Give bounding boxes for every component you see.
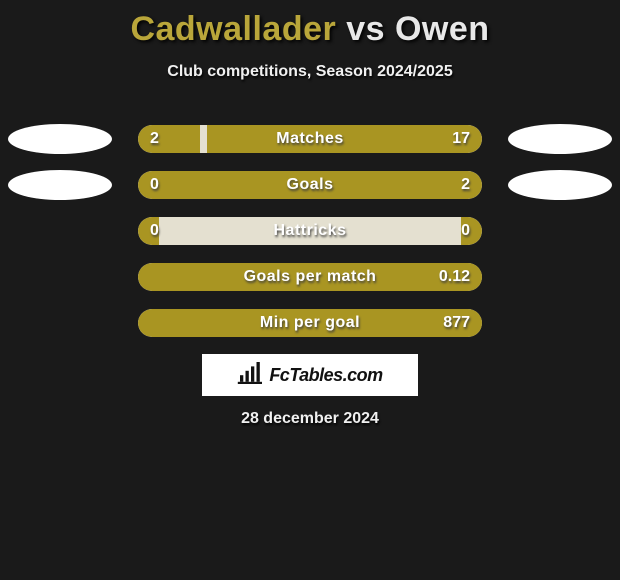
stat-label: Hattricks xyxy=(138,217,482,245)
player1-badge xyxy=(8,124,112,154)
stat-value-right: 17 xyxy=(452,125,470,153)
watermark-text: FcTables.com xyxy=(269,365,382,386)
stat-bar: Goals per match0.12 xyxy=(138,263,482,291)
stat-label: Goals xyxy=(138,171,482,199)
stat-row: Goals per match0.12 xyxy=(0,262,620,292)
stat-row: Matches2 17 xyxy=(0,124,620,154)
player1-name: Cadwallader xyxy=(130,10,336,48)
stat-value-right: 0.12 xyxy=(439,263,470,291)
stat-label: Matches xyxy=(138,125,482,153)
stat-value-left: 2 xyxy=(150,125,159,153)
stat-value-left: 0 xyxy=(150,217,159,245)
subtitle: Club competitions, Season 2024/2025 xyxy=(0,63,620,81)
stat-label: Goals per match xyxy=(138,263,482,291)
player2-name: Owen xyxy=(395,10,490,48)
stat-bar: Matches2 17 xyxy=(138,125,482,153)
stat-value-right: 877 xyxy=(443,309,470,337)
stat-value-right: 0 xyxy=(461,217,470,245)
stat-row: Hattricks0 0 xyxy=(0,216,620,246)
player2-badge xyxy=(508,124,612,154)
stat-bar: Hattricks0 0 xyxy=(138,217,482,245)
stat-row: Goals0 2 xyxy=(0,170,620,200)
stat-value-right: 2 xyxy=(461,171,470,199)
date-label: 28 december 2024 xyxy=(0,410,620,428)
player2-badge xyxy=(508,170,612,200)
comparison-title: Cadwallader vs Owen xyxy=(0,0,620,49)
stat-label: Min per goal xyxy=(138,309,482,337)
vs-label: vs xyxy=(346,10,385,48)
bar-chart-icon xyxy=(237,362,269,389)
stat-bar: Goals0 2 xyxy=(138,171,482,199)
player1-badge xyxy=(8,170,112,200)
stat-bar: Min per goal877 xyxy=(138,309,482,337)
stat-value-left: 0 xyxy=(150,171,159,199)
watermark: FcTables.com xyxy=(202,354,418,396)
stat-row: Min per goal877 xyxy=(0,308,620,338)
